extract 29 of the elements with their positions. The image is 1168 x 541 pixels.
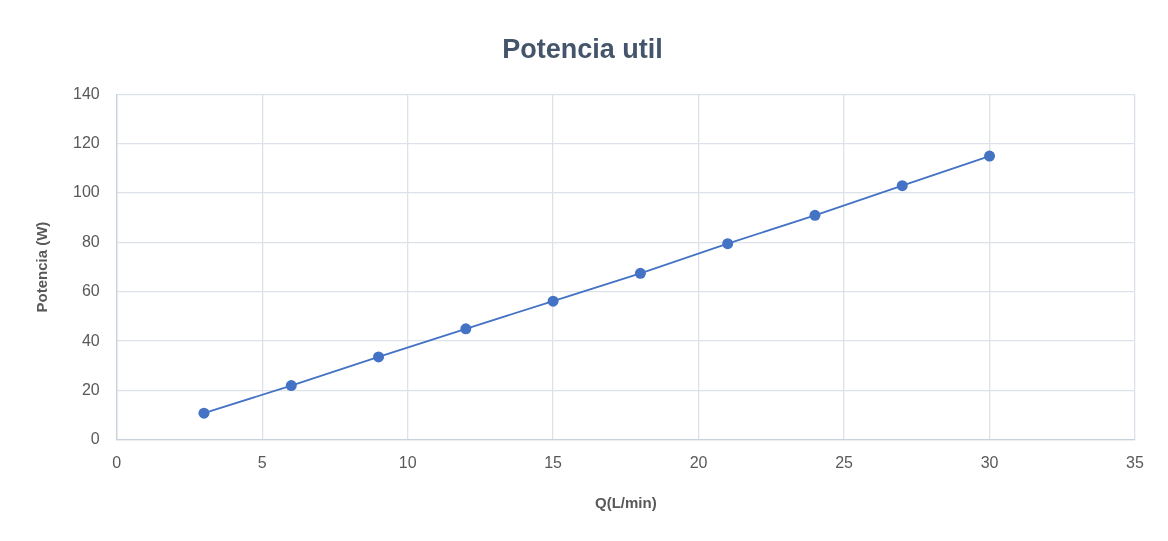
y-tick-label: 20 (81, 380, 100, 398)
x-tick-label: 10 (398, 453, 417, 471)
x-axis-title: Q(L/min) (595, 494, 657, 512)
point (285, 380, 297, 392)
chart-title: Potencia util (502, 33, 663, 64)
x-tick-label: 20 (689, 453, 708, 471)
point (809, 209, 821, 221)
point (460, 323, 472, 335)
x-tick-label: 30 (980, 453, 999, 471)
y-tick-label: 60 (81, 282, 100, 300)
x-tick-label: 35 (1126, 453, 1144, 471)
x-tick-label: 15 (544, 453, 563, 471)
y-tick-label: 40 (81, 331, 100, 349)
x-tick-label: 0 (112, 453, 122, 471)
point (547, 295, 559, 307)
point (984, 150, 996, 162)
x-tick-label: 5 (257, 453, 267, 471)
point (373, 351, 385, 363)
y-tick-label: 80 (81, 232, 100, 250)
point (198, 407, 210, 419)
x-tick-label: 25 (835, 453, 854, 471)
y-tick-label: 120 (72, 134, 100, 152)
point (634, 267, 646, 279)
y-tick-label: 0 (90, 430, 100, 448)
point (896, 180, 908, 192)
point (722, 238, 734, 250)
y-tick-label: 100 (72, 183, 100, 201)
y-axis-title: Potencia (W) (33, 221, 51, 313)
y-tick-label: 140 (72, 84, 100, 102)
